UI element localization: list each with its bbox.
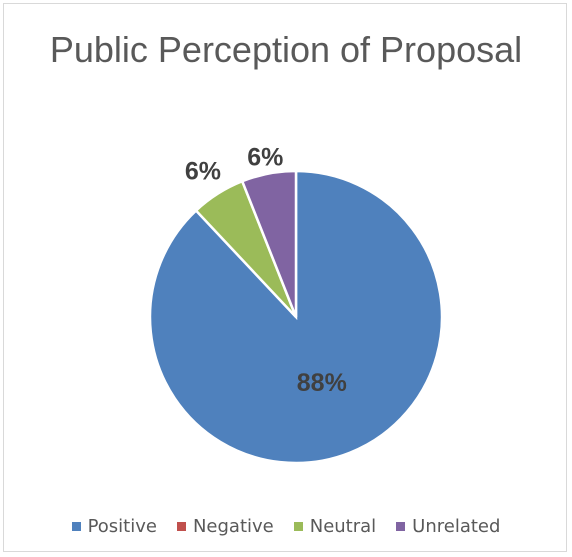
legend-item-positive: Positive [71, 515, 157, 537]
legend-swatch [176, 521, 186, 531]
data-label-neutral: 6% [185, 157, 221, 185]
chart-legend: Positive Negative Neutral Unrelated [4, 512, 568, 540]
legend-label: Unrelated [412, 515, 501, 537]
legend-label: Neutral [309, 515, 377, 537]
chart-title: Public Perception of Proposal [49, 29, 523, 70]
legend-item-neutral: Neutral [293, 515, 377, 537]
legend-item-unrelated: Unrelated [396, 516, 500, 537]
pie-chart: 88% 6% 6% [148, 143, 444, 465]
pie-slice-unrelated [240, 169, 298, 318]
data-label-unrelated: 6% [247, 143, 283, 171]
legend-label: Negative [192, 515, 274, 537]
legend-label: Positive [87, 515, 157, 537]
legend-swatch [293, 521, 303, 531]
chart-frame: Public Perception of Proposal 88% 6% 6% Po… [3, 3, 567, 552]
data-label-positive: 88% [297, 369, 347, 397]
legend-swatch [71, 521, 81, 531]
legend-item-negative: Negative [176, 515, 274, 537]
legend-swatch [396, 521, 406, 531]
